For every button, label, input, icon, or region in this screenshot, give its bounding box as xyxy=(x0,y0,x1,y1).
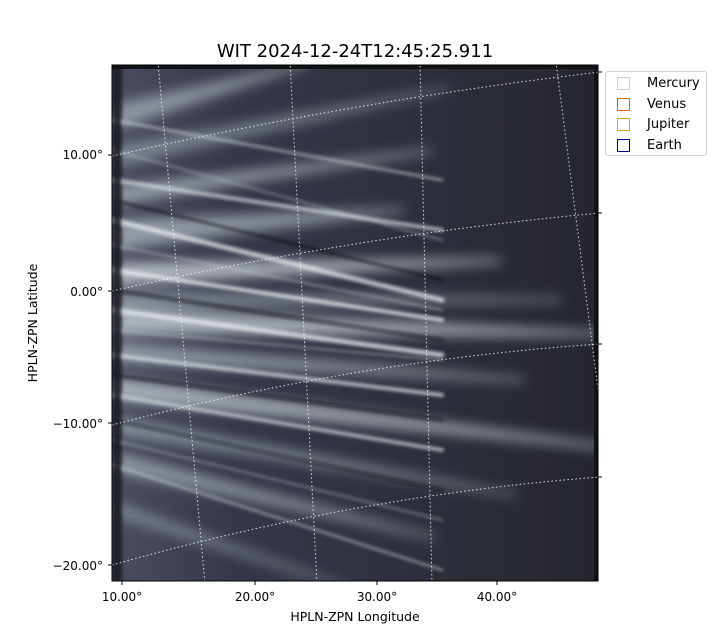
mercury-swatch xyxy=(617,76,630,90)
streamer-glow xyxy=(112,86,449,168)
longitude-gridline xyxy=(157,65,206,581)
axes-frame xyxy=(111,64,599,582)
venus-swatch xyxy=(617,97,630,111)
streamer-ray xyxy=(112,178,444,232)
y-tick-label: −20.00° xyxy=(53,559,103,573)
legend-item-earth: Earth xyxy=(617,137,682,153)
streamer-ray xyxy=(112,418,444,492)
streamer-glow xyxy=(112,342,525,383)
plot-area xyxy=(112,65,598,581)
y-tick-label: 0.00° xyxy=(70,285,103,299)
streamer-glow xyxy=(112,258,501,285)
streamer-ray xyxy=(112,149,443,241)
longitude-gridline xyxy=(555,65,598,394)
streamer-ray xyxy=(112,307,445,358)
legend-label: Mercury xyxy=(647,75,700,91)
x-tick-label: 40.00° xyxy=(477,590,517,604)
legend-label: Jupiter xyxy=(647,116,690,132)
longitude-gridline xyxy=(419,65,433,581)
streamer-ray xyxy=(112,199,443,281)
legend-item-mercury: Mercury xyxy=(617,75,700,91)
x-tick-label: 20.00° xyxy=(235,590,275,604)
x-axis-label: HPLN-ZPN Longitude xyxy=(290,609,420,624)
image-top-edge xyxy=(112,65,598,69)
latitude-gridline xyxy=(112,71,598,157)
axis-ticks xyxy=(108,71,602,585)
streamer-ray xyxy=(112,393,444,452)
x-tick-label: 10.00° xyxy=(102,590,142,604)
streamer-ray xyxy=(112,329,443,361)
streamer-glow xyxy=(112,451,435,540)
streamer-ray xyxy=(112,373,444,422)
streamer-ray xyxy=(112,118,444,182)
legend: Mercury Venus Jupiter Earth xyxy=(605,71,707,156)
streamer-ray xyxy=(112,268,444,322)
legend-label: Venus xyxy=(647,96,687,112)
streamer-ray xyxy=(112,288,444,342)
streamers-soft xyxy=(112,65,598,581)
streamer-ray xyxy=(112,439,443,521)
earth-swatch xyxy=(617,138,630,152)
y-axis-label: HPLN-ZPN Latitude xyxy=(25,263,40,382)
streamer-ray xyxy=(112,353,444,397)
streamer-glow xyxy=(112,415,516,497)
streamer-glow xyxy=(112,65,310,131)
streamer-ray xyxy=(112,463,444,572)
jupiter-swatch xyxy=(617,117,630,131)
y-tick-label: −10.00° xyxy=(53,417,103,431)
legend-item-jupiter: Jupiter xyxy=(617,116,689,132)
streamer-glow xyxy=(112,500,335,581)
chart-title: WIT 2024-12-24T12:45:25.911 xyxy=(217,41,493,62)
latitude-gridline xyxy=(112,476,598,566)
streamer-glow xyxy=(112,292,562,308)
legend-label: Earth xyxy=(647,137,682,153)
legend-item-venus: Venus xyxy=(617,96,686,112)
x-tick-label: 30.00° xyxy=(357,590,397,604)
longitude-gridline xyxy=(289,65,318,581)
y-tick-label: 10.00° xyxy=(63,148,103,162)
streamers-sharp xyxy=(112,65,445,581)
streamer-ray xyxy=(112,244,443,311)
coordinate-grid xyxy=(112,65,598,581)
occulter-edge xyxy=(112,65,122,581)
streamer-ray xyxy=(112,217,445,303)
streamer-glow xyxy=(112,377,598,449)
image-right-edge xyxy=(594,65,598,581)
latitude-gridline xyxy=(112,343,598,426)
